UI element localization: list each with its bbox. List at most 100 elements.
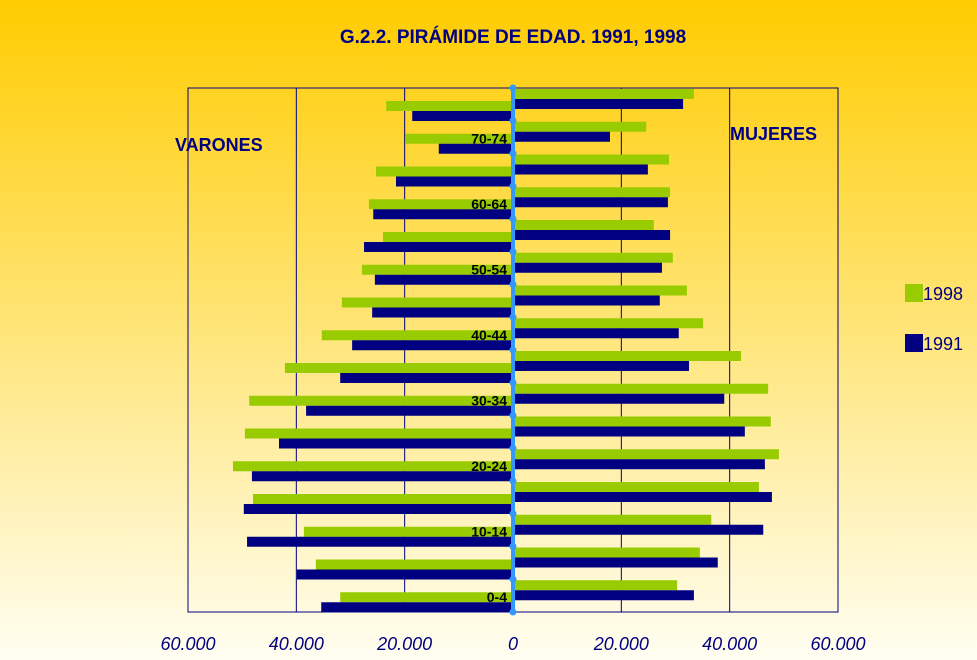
bar-men [232,461,514,472]
x-tick-label: 60.000 [160,634,215,654]
axis-tick [509,215,517,223]
axis-tick [509,477,517,485]
bar-men [412,111,513,121]
bar-women [513,164,648,175]
bar-men [340,592,513,603]
bar-women [513,295,660,306]
bar-men [374,274,513,285]
bar-men [438,143,513,154]
axis-tick [509,543,517,550]
bar-women [513,262,662,273]
category-label: 50-54 [471,261,507,277]
chart-title: G.2.2. PIRÁMIDE DE EDAD. 1991, 1998 [340,26,686,48]
axis-tick [509,281,517,288]
bar-men [251,471,513,482]
bar-women [513,187,671,198]
bar-men [243,504,513,514]
axis-tick [509,444,517,452]
bar-women [513,524,764,535]
bar-men [372,307,513,318]
bar-men [315,559,513,570]
bar-women [513,393,725,404]
bar-women [513,590,694,601]
bar-men [364,242,513,252]
bar-men [383,232,513,242]
bar-men [373,209,513,220]
category-label: 70-74 [471,130,507,146]
x-tick-label: 20.000 [593,634,649,654]
bar-women [513,557,718,568]
axis-tick [509,379,517,387]
x-tick-label: 40.000 [702,634,757,654]
category-label: 30-34 [471,392,507,408]
x-tick-label: 20.000 [376,634,432,654]
axis-tick [509,117,517,125]
bar-women [513,449,779,460]
bar-men [249,395,514,406]
axis-tick [509,575,517,583]
bar-women [513,492,772,502]
bar-men [253,494,513,504]
bar-men [279,438,513,449]
bar-men [321,602,513,613]
x-tick-label: 0 [508,634,518,654]
bar-women [513,121,647,132]
bar-women [513,89,694,99]
bar-women [513,230,671,240]
bar-men [396,176,513,187]
bar-women [513,383,769,394]
axis-tick [509,182,517,190]
bar-women [513,131,610,142]
bar-women [513,416,771,427]
bar-women [513,154,669,165]
bar-women [513,220,654,230]
bar-men [386,101,513,111]
bar-men [284,363,513,373]
bar-men [303,526,513,537]
bar-women [513,580,678,591]
axis-tick [509,346,517,354]
bar-women [513,482,759,492]
bar-women [513,459,765,470]
axis-tick [509,84,517,92]
category-label: 10-14 [471,523,507,539]
bar-women [513,351,742,361]
bar-men [405,133,513,144]
bar-men [340,373,513,383]
axis-tick [509,412,517,419]
bar-women [513,99,684,109]
bar-men [361,264,513,275]
category-label: 60-64 [471,196,507,212]
bar-women [513,197,668,208]
axis-tick [509,313,517,321]
bar-men [341,297,513,308]
legend-label: 1998 [923,284,963,304]
bar-women [513,252,673,263]
bar-men [375,166,513,177]
right-label: MUJERES [730,124,817,144]
bar-men [321,330,513,341]
axis-tick [509,248,517,256]
category-label: 0-4 [487,589,507,605]
legend-swatch [905,284,923,302]
legend-label: 1991 [923,334,963,354]
bar-men [368,199,513,210]
x-tick-label: 60.000 [810,634,865,654]
bar-women [513,514,712,525]
bar-men [247,536,513,547]
axis-tick [509,150,517,157]
category-label: 40-44 [471,327,507,343]
bar-women [513,361,690,371]
bar-women [513,328,679,339]
bar-men [352,340,513,351]
axis-tick [509,608,517,616]
bar-men [296,569,513,580]
legend-swatch [905,334,923,352]
bar-women [513,285,687,296]
bar-women [513,547,700,558]
axis-tick [509,510,517,518]
bar-women [513,318,704,329]
bar-men [306,405,513,416]
x-tick-label: 40.000 [269,634,324,654]
